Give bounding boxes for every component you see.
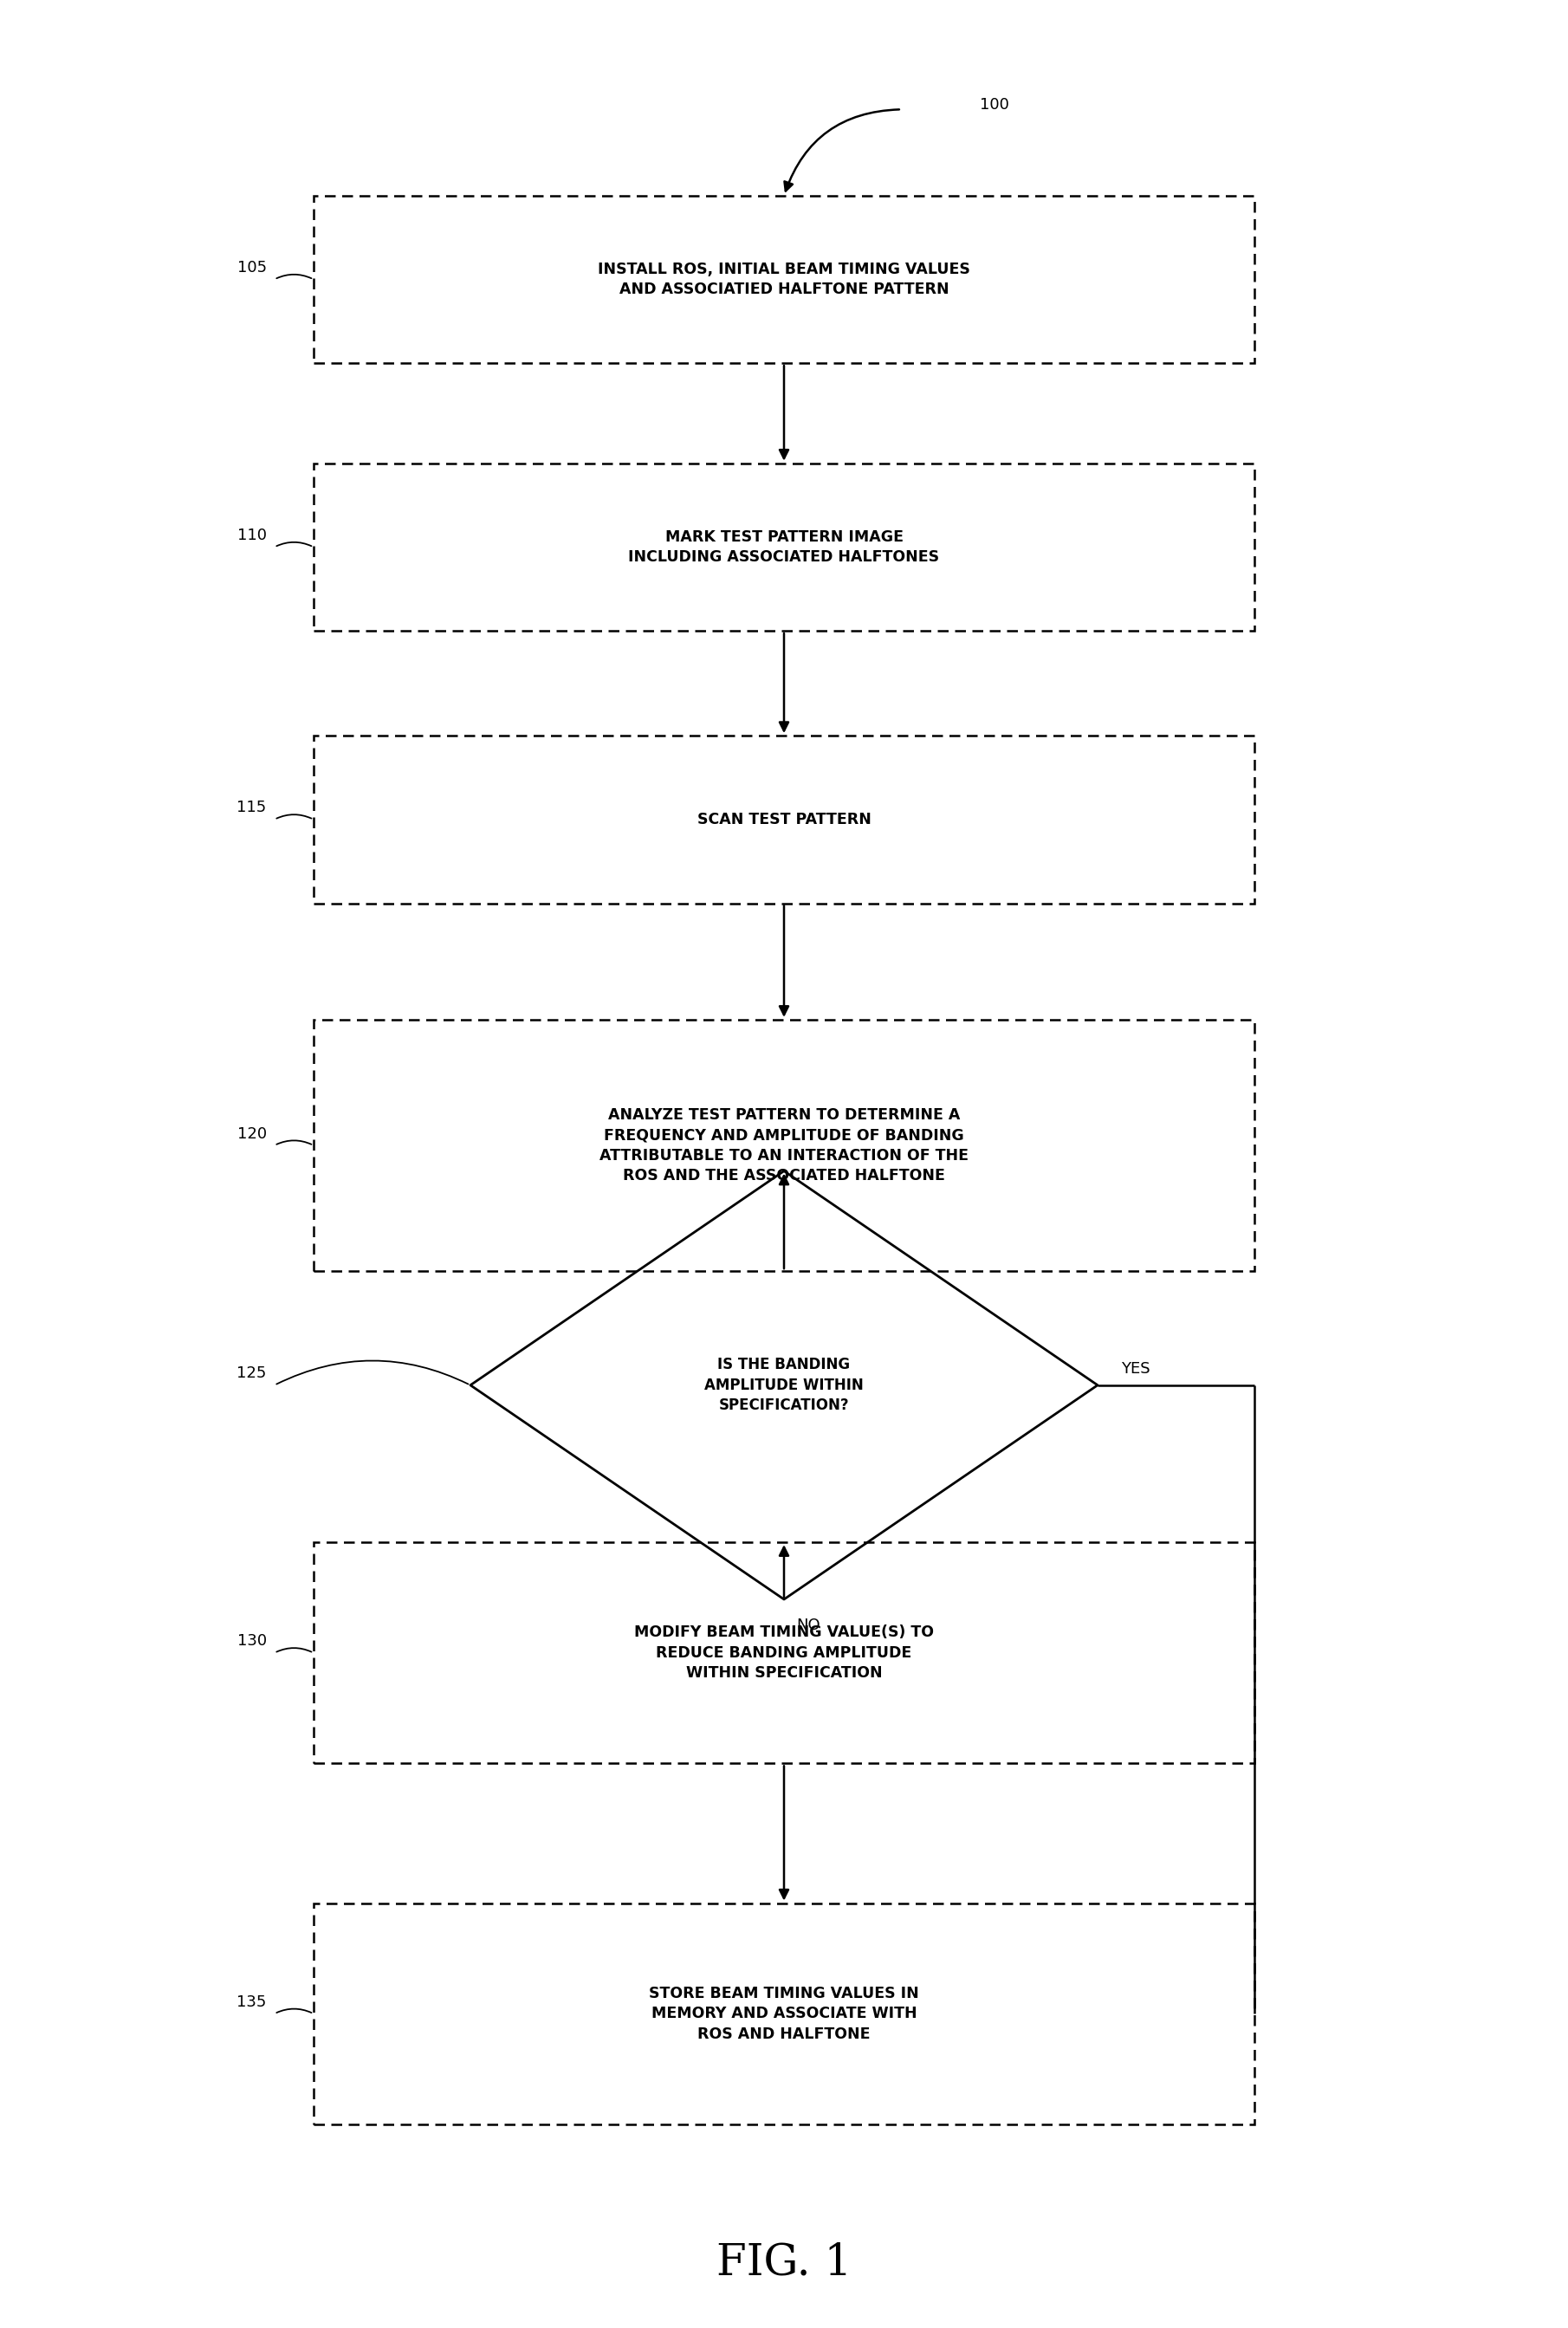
Text: 130: 130 [237, 1634, 267, 1648]
Text: SCAN TEST PATTERN: SCAN TEST PATTERN [698, 812, 870, 826]
Bar [314, 1904, 1254, 2123]
Text: 120: 120 [237, 1127, 267, 1141]
Text: IS THE BANDING
AMPLITUDE WITHIN
SPECIFICATION?: IS THE BANDING AMPLITUDE WITHIN SPECIFIC… [704, 1357, 864, 1413]
Text: INSTALL ROS, INITIAL BEAM TIMING VALUES
AND ASSOCIATIED HALFTONE PATTERN: INSTALL ROS, INITIAL BEAM TIMING VALUES … [597, 261, 971, 298]
Bar [314, 196, 1254, 363]
Text: FIG. 1: FIG. 1 [717, 2242, 851, 2284]
Bar [314, 1020, 1254, 1271]
Text: ANALYZE TEST PATTERN TO DETERMINE A
FREQUENCY AND AMPLITUDE OF BANDING
ATTRIBUTA: ANALYZE TEST PATTERN TO DETERMINE A FREQ… [599, 1106, 969, 1185]
Text: 115: 115 [237, 801, 267, 815]
Bar [314, 463, 1254, 631]
Text: YES: YES [1121, 1362, 1151, 1376]
Text: MARK TEST PATTERN IMAGE
INCLUDING ASSOCIATED HALFTONES: MARK TEST PATTERN IMAGE INCLUDING ASSOCI… [629, 528, 939, 566]
Text: 135: 135 [237, 1995, 267, 2009]
Text: 125: 125 [237, 1367, 267, 1381]
Text: STORE BEAM TIMING VALUES IN
MEMORY AND ASSOCIATE WITH
ROS AND HALFTONE: STORE BEAM TIMING VALUES IN MEMORY AND A… [649, 1986, 919, 2042]
Text: NO: NO [797, 1618, 820, 1632]
Bar [314, 1541, 1254, 1765]
Text: 100: 100 [980, 98, 1010, 112]
Text: 110: 110 [237, 528, 267, 542]
Text: MODIFY BEAM TIMING VALUE(S) TO
REDUCE BANDING AMPLITUDE
WITHIN SPECIFICATION: MODIFY BEAM TIMING VALUE(S) TO REDUCE BA… [633, 1625, 935, 1681]
Bar [314, 736, 1254, 903]
Text: 105: 105 [237, 261, 267, 275]
